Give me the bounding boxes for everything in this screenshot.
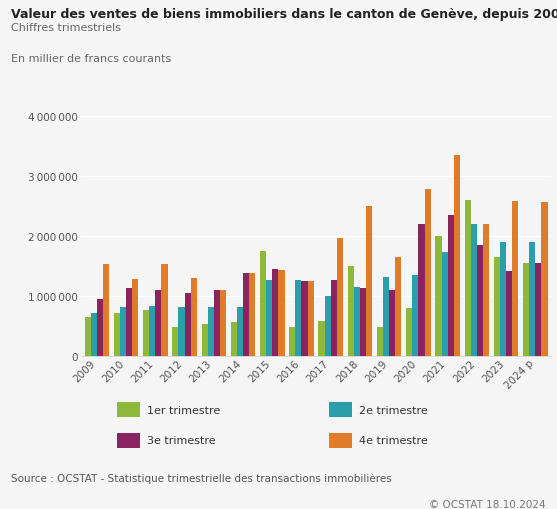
Bar (126, 289, 132, 356)
Bar (442, 253, 448, 356)
Bar (184, 294, 190, 356)
Bar (454, 156, 460, 356)
Bar (500, 243, 506, 356)
Bar (512, 202, 519, 356)
Bar (406, 308, 412, 356)
Text: Source : OCSTAT - Statistique trimestrielle des transactions immobilières: Source : OCSTAT - Statistique trimestrie… (11, 472, 392, 483)
Bar (301, 281, 307, 356)
Bar (220, 291, 226, 356)
Bar (477, 246, 483, 356)
Bar (266, 281, 272, 356)
Text: 3e trimestre: 3e trimestre (147, 435, 216, 445)
Bar (278, 271, 285, 356)
Bar (535, 264, 541, 356)
Bar (523, 264, 529, 356)
Bar (383, 277, 389, 356)
Bar (506, 271, 512, 356)
Text: 1er trimestre: 1er trimestre (147, 405, 221, 415)
Bar (103, 265, 109, 356)
Bar (214, 291, 220, 356)
Bar (155, 291, 162, 356)
Bar (325, 296, 331, 356)
Bar (412, 275, 418, 356)
Bar (149, 306, 155, 356)
Bar (366, 207, 372, 356)
Bar (529, 243, 535, 356)
Bar (243, 274, 249, 356)
Bar (337, 239, 343, 356)
Bar (97, 299, 103, 356)
Bar (272, 270, 278, 356)
Bar (143, 311, 149, 356)
Bar (307, 281, 314, 356)
Bar (289, 327, 295, 356)
Bar (172, 328, 178, 356)
Text: 4e trimestre: 4e trimestre (359, 435, 427, 445)
Text: Valeur des ventes de biens immobiliers dans le canton de Genève, depuis 2009: Valeur des ventes de biens immobiliers d… (11, 8, 557, 20)
Bar (231, 323, 237, 356)
Bar (120, 307, 126, 356)
Bar (260, 251, 266, 356)
Bar (319, 322, 325, 356)
Bar (471, 224, 477, 356)
Bar (541, 203, 548, 356)
Bar (178, 307, 184, 356)
Bar (395, 258, 402, 356)
Bar (91, 313, 97, 356)
Bar (190, 278, 197, 356)
Bar (436, 237, 442, 356)
Bar (465, 201, 471, 356)
Text: En millier de francs courants: En millier de francs courants (11, 53, 172, 64)
Bar (331, 281, 337, 356)
Bar (114, 313, 120, 356)
Text: 2e trimestre: 2e trimestre (359, 405, 427, 415)
Bar (418, 224, 424, 356)
Bar (202, 325, 208, 356)
Bar (360, 289, 366, 356)
Bar (237, 307, 243, 356)
Bar (377, 328, 383, 356)
Bar (132, 280, 138, 356)
Bar (348, 267, 354, 356)
Bar (448, 216, 454, 356)
Bar (483, 224, 489, 356)
Bar (295, 281, 301, 356)
Bar (249, 274, 255, 356)
Bar (354, 288, 360, 356)
Bar (494, 258, 500, 356)
Bar (162, 265, 168, 356)
Text: © OCSTAT 18.10.2024: © OCSTAT 18.10.2024 (429, 499, 546, 509)
Bar (389, 291, 395, 356)
Bar (208, 307, 214, 356)
Bar (85, 318, 91, 356)
Text: Chiffres trimestriels: Chiffres trimestriels (11, 23, 121, 33)
Bar (424, 190, 431, 356)
